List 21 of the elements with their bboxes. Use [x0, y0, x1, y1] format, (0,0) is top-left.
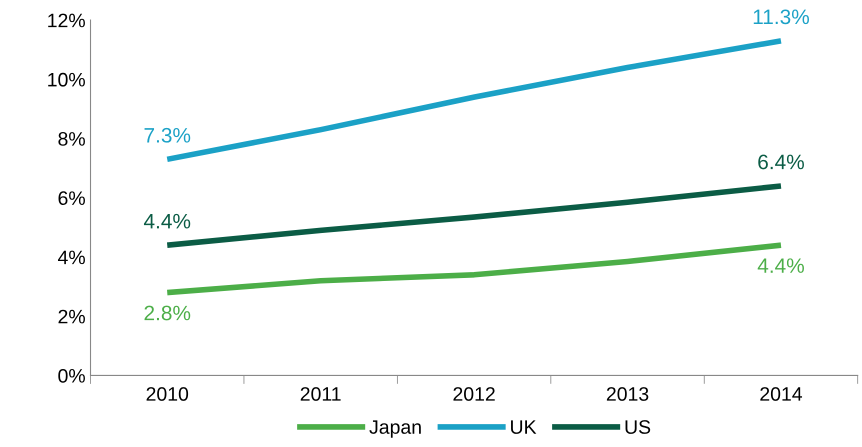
y-tick-label: 4%	[58, 250, 85, 264]
data-label: 2.8%	[144, 306, 190, 320]
y-tick-label: 2%	[58, 310, 85, 324]
y-tick-label: 6%	[58, 191, 85, 206]
legend-label: UK	[511, 420, 536, 434]
y-tick-label: 0%	[58, 368, 85, 383]
y-tick-label: 10%	[48, 72, 85, 87]
data-label: 11.3%	[754, 9, 809, 24]
x-tick-label: 2011	[300, 387, 341, 401]
x-tick-label: 2013	[606, 387, 648, 401]
data-label: 6.4%	[758, 154, 804, 170]
y-tick-label: 8%	[58, 132, 85, 146]
y-tick-label: 12%	[48, 14, 85, 28]
data-label: 7.3%	[144, 128, 190, 143]
data-label: 4.4%	[758, 258, 804, 273]
x-tick-label: 2012	[453, 387, 495, 401]
x-tick-label: 2014	[760, 387, 802, 401]
legend-label: US	[626, 420, 650, 434]
x-tick-label: 2010	[146, 387, 188, 401]
data-label: 4.4%	[144, 214, 190, 228]
legend-label: Japan	[369, 420, 421, 438]
